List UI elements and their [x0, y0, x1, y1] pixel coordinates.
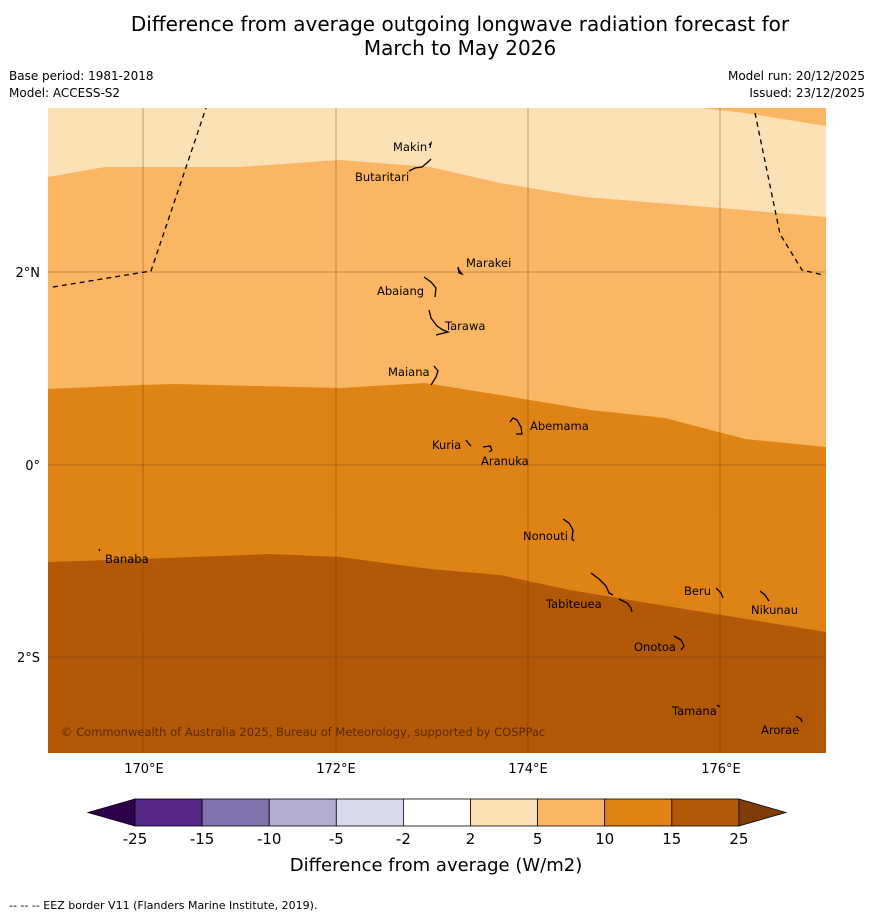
- footnote: -- -- -- EEZ border V11 (Flanders Marine…: [9, 899, 318, 912]
- label-marakei: Marakei: [466, 256, 511, 270]
- label-tarawa: Tarawa: [444, 319, 485, 333]
- band-2-5: [48, 108, 826, 217]
- colorbar-segment: [470, 798, 538, 827]
- island-tamana: [716, 704, 721, 708]
- graticule: [48, 108, 826, 753]
- lat-label-2n: 2°N: [16, 266, 41, 281]
- meta-right: Model run: 20/12/2025 Issued: 23/12/2025: [728, 68, 865, 102]
- colorbar-extend-low: [86, 798, 136, 827]
- label-kuria: Kuria: [432, 438, 461, 452]
- island-onotoa: [673, 635, 685, 651]
- title-line-2: March to May 2026: [363, 36, 557, 60]
- colorbar-tick-label: -10: [257, 830, 282, 848]
- island-kuria: [465, 439, 472, 447]
- colorbar-segment: [201, 798, 270, 827]
- eez-border: [52, 108, 824, 288]
- eez-border-west: [52, 108, 207, 288]
- place-labels: Makin Butaritari Marakei Abaiang Tarawa …: [105, 140, 799, 737]
- colorbar-segment: [537, 798, 606, 827]
- label-aranuka: Aranuka: [481, 454, 529, 468]
- colorbar-tick-label: 2: [466, 830, 476, 848]
- island-nikunau: [759, 590, 770, 602]
- island-marakei: [457, 266, 464, 276]
- page-title: Difference from average outgoing longwav…: [0, 12, 873, 60]
- island-abaiang: [423, 276, 437, 298]
- model-name: Model: ACCESS-S2: [9, 86, 121, 100]
- colorbar-tick-labels: -25 -15 -10 -5 -2 2 5 10 15 25: [123, 830, 749, 848]
- lon-label-170e: 170°E: [124, 762, 164, 777]
- colorbar-tick-label: -15: [190, 830, 215, 848]
- label-abemama: Abemama: [530, 419, 589, 433]
- label-onotoa: Onotoa: [634, 640, 676, 654]
- colorbar-segment: [134, 798, 203, 827]
- colorbar-tick-label: -5: [329, 830, 344, 848]
- colorbar: -25 -15 -10 -5 -2 2 5 10 15 25 Difference from av…: [86, 798, 788, 876]
- island-tabiteuea-north: [590, 572, 614, 596]
- label-abaiang: Abaiang: [377, 284, 424, 298]
- island-tabiteuea-south: [618, 598, 633, 613]
- colorbar-tick-label: 25: [729, 830, 748, 848]
- colorbar-tick-label: 15: [662, 830, 681, 848]
- label-beru: Beru: [684, 584, 711, 598]
- island-butaritari: [408, 158, 432, 172]
- colorbar-segment: [402, 798, 471, 827]
- colorbar-segment: [268, 798, 337, 827]
- colorbar-segment: [604, 798, 673, 827]
- island-arorae: [795, 715, 803, 723]
- label-banaba: Banaba: [105, 552, 149, 566]
- colorbar-extend-high: [738, 798, 788, 827]
- copyright-notice: © Commonwealth of Australia 2025, Bureau…: [61, 725, 545, 739]
- label-tamana: Tamana: [671, 704, 717, 718]
- colorbar-tick-label: -2: [396, 830, 411, 848]
- colorbar-tick-label: 5: [533, 830, 543, 848]
- axis-labels: 2°N 0° 2°S 170°E 172°E 174°E 176°E: [16, 266, 741, 777]
- title-line-1: Difference from average outgoing longwav…: [130, 12, 790, 36]
- island-aranuka: [482, 445, 493, 453]
- island-beru: [715, 587, 724, 599]
- issued-date: Issued: 23/12/2025: [749, 86, 865, 100]
- island-banaba: [98, 548, 101, 552]
- lat-label-2s: 2°S: [17, 651, 40, 666]
- island-maiana: [430, 365, 439, 386]
- colorbar-label: Difference from average (W/m2): [290, 855, 582, 876]
- label-arorae: Arorae: [761, 723, 799, 737]
- label-maiana: Maiana: [388, 365, 430, 379]
- model-run: Model run: 20/12/2025: [727, 69, 865, 83]
- island-outlines: [98, 141, 803, 723]
- label-butaritari: Butaritari: [355, 170, 409, 184]
- island-abemama: [509, 417, 523, 435]
- island-tarawa: [428, 309, 451, 336]
- label-nonouti: Nonouti: [523, 529, 568, 543]
- meta-left: Base period: 1981-2018 Model: ACCESS-S2: [9, 68, 154, 102]
- colorbar-segment: [335, 798, 404, 827]
- label-tabiteuea: Tabiteuea: [545, 597, 602, 611]
- base-period: Base period: 1981-2018: [9, 69, 154, 83]
- lat-label-equator: 0°: [25, 459, 40, 474]
- island-makin: [428, 141, 433, 149]
- label-nikunau: Nikunau: [751, 603, 798, 617]
- label-makin: Makin: [393, 140, 427, 154]
- eez-border-east: [754, 112, 824, 276]
- island-nonouti: [562, 518, 575, 542]
- lon-label-172e: 172°E: [316, 762, 356, 777]
- map-panel: Makin Butaritari Marakei Abaiang Tarawa …: [48, 108, 826, 753]
- colorbar-tick-label: 10: [595, 830, 614, 848]
- colorbar-tick-label: -25: [123, 830, 148, 848]
- lon-label-174e: 174°E: [508, 762, 548, 777]
- lon-label-176e: 176°E: [701, 762, 741, 777]
- colorbar-segment: [671, 798, 740, 827]
- colorbar-segments: [86, 798, 788, 827]
